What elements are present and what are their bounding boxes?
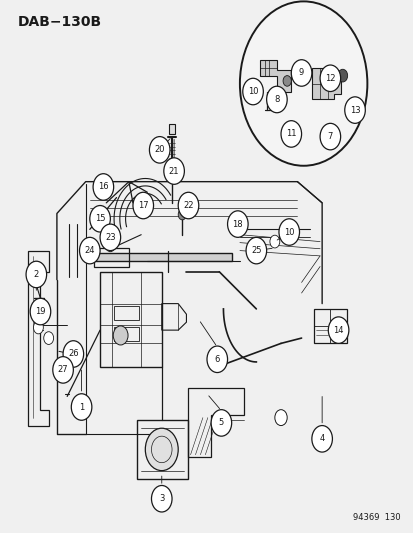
Text: 23: 23 <box>105 233 115 242</box>
Circle shape <box>79 237 100 264</box>
Polygon shape <box>260 60 291 92</box>
Circle shape <box>239 2 366 166</box>
Text: 20: 20 <box>154 146 164 155</box>
Text: 15: 15 <box>95 214 105 223</box>
Text: 21: 21 <box>169 166 179 175</box>
Text: 5: 5 <box>218 418 223 427</box>
Circle shape <box>282 76 291 86</box>
Text: 9: 9 <box>298 68 304 77</box>
Circle shape <box>64 345 74 358</box>
Circle shape <box>53 357 73 383</box>
Text: 10: 10 <box>247 87 258 96</box>
Circle shape <box>274 410 287 425</box>
Circle shape <box>93 174 114 200</box>
Circle shape <box>266 86 287 113</box>
Text: 13: 13 <box>349 106 359 115</box>
Circle shape <box>63 341 83 367</box>
Circle shape <box>33 321 43 334</box>
Text: DAB−130B: DAB−130B <box>18 14 102 29</box>
Text: 12: 12 <box>324 74 335 83</box>
Text: 3: 3 <box>159 494 164 503</box>
Text: 27: 27 <box>58 366 68 374</box>
Circle shape <box>269 235 279 248</box>
Polygon shape <box>169 124 175 134</box>
Circle shape <box>311 425 332 452</box>
Text: 18: 18 <box>232 220 242 229</box>
Circle shape <box>44 332 54 344</box>
Circle shape <box>100 224 120 251</box>
Text: 25: 25 <box>251 246 261 255</box>
Circle shape <box>227 211 247 237</box>
Text: 6: 6 <box>214 355 219 364</box>
Circle shape <box>149 136 170 163</box>
Circle shape <box>71 394 92 420</box>
Circle shape <box>26 261 47 288</box>
Circle shape <box>211 410 231 436</box>
Circle shape <box>206 346 227 373</box>
Circle shape <box>164 158 184 184</box>
Text: 1: 1 <box>79 402 84 411</box>
Text: 7: 7 <box>327 132 332 141</box>
Circle shape <box>245 237 266 264</box>
Text: 14: 14 <box>332 326 343 335</box>
Text: 17: 17 <box>138 201 148 210</box>
Text: 2: 2 <box>33 270 39 279</box>
Circle shape <box>30 298 51 325</box>
Text: 8: 8 <box>273 95 279 104</box>
Circle shape <box>242 78 263 105</box>
Circle shape <box>280 120 301 147</box>
Circle shape <box>319 123 340 150</box>
Text: 4: 4 <box>319 434 324 443</box>
Circle shape <box>328 317 348 343</box>
Circle shape <box>145 428 178 471</box>
Text: 19: 19 <box>35 307 45 316</box>
Text: 11: 11 <box>285 130 296 139</box>
Circle shape <box>278 219 299 245</box>
Text: 94369  130: 94369 130 <box>352 513 399 522</box>
Circle shape <box>90 206 110 232</box>
Polygon shape <box>94 253 231 261</box>
Circle shape <box>291 60 311 86</box>
Polygon shape <box>311 68 340 100</box>
Circle shape <box>105 239 115 252</box>
Circle shape <box>344 97 364 123</box>
Circle shape <box>133 192 153 219</box>
Circle shape <box>178 192 198 219</box>
Circle shape <box>319 65 340 92</box>
Text: 22: 22 <box>183 201 193 210</box>
Text: 16: 16 <box>98 182 109 191</box>
Circle shape <box>337 69 347 82</box>
Circle shape <box>151 486 172 512</box>
Circle shape <box>178 209 186 220</box>
Text: 26: 26 <box>68 350 78 359</box>
Text: 10: 10 <box>283 228 294 237</box>
Circle shape <box>113 326 128 345</box>
Text: 24: 24 <box>84 246 95 255</box>
